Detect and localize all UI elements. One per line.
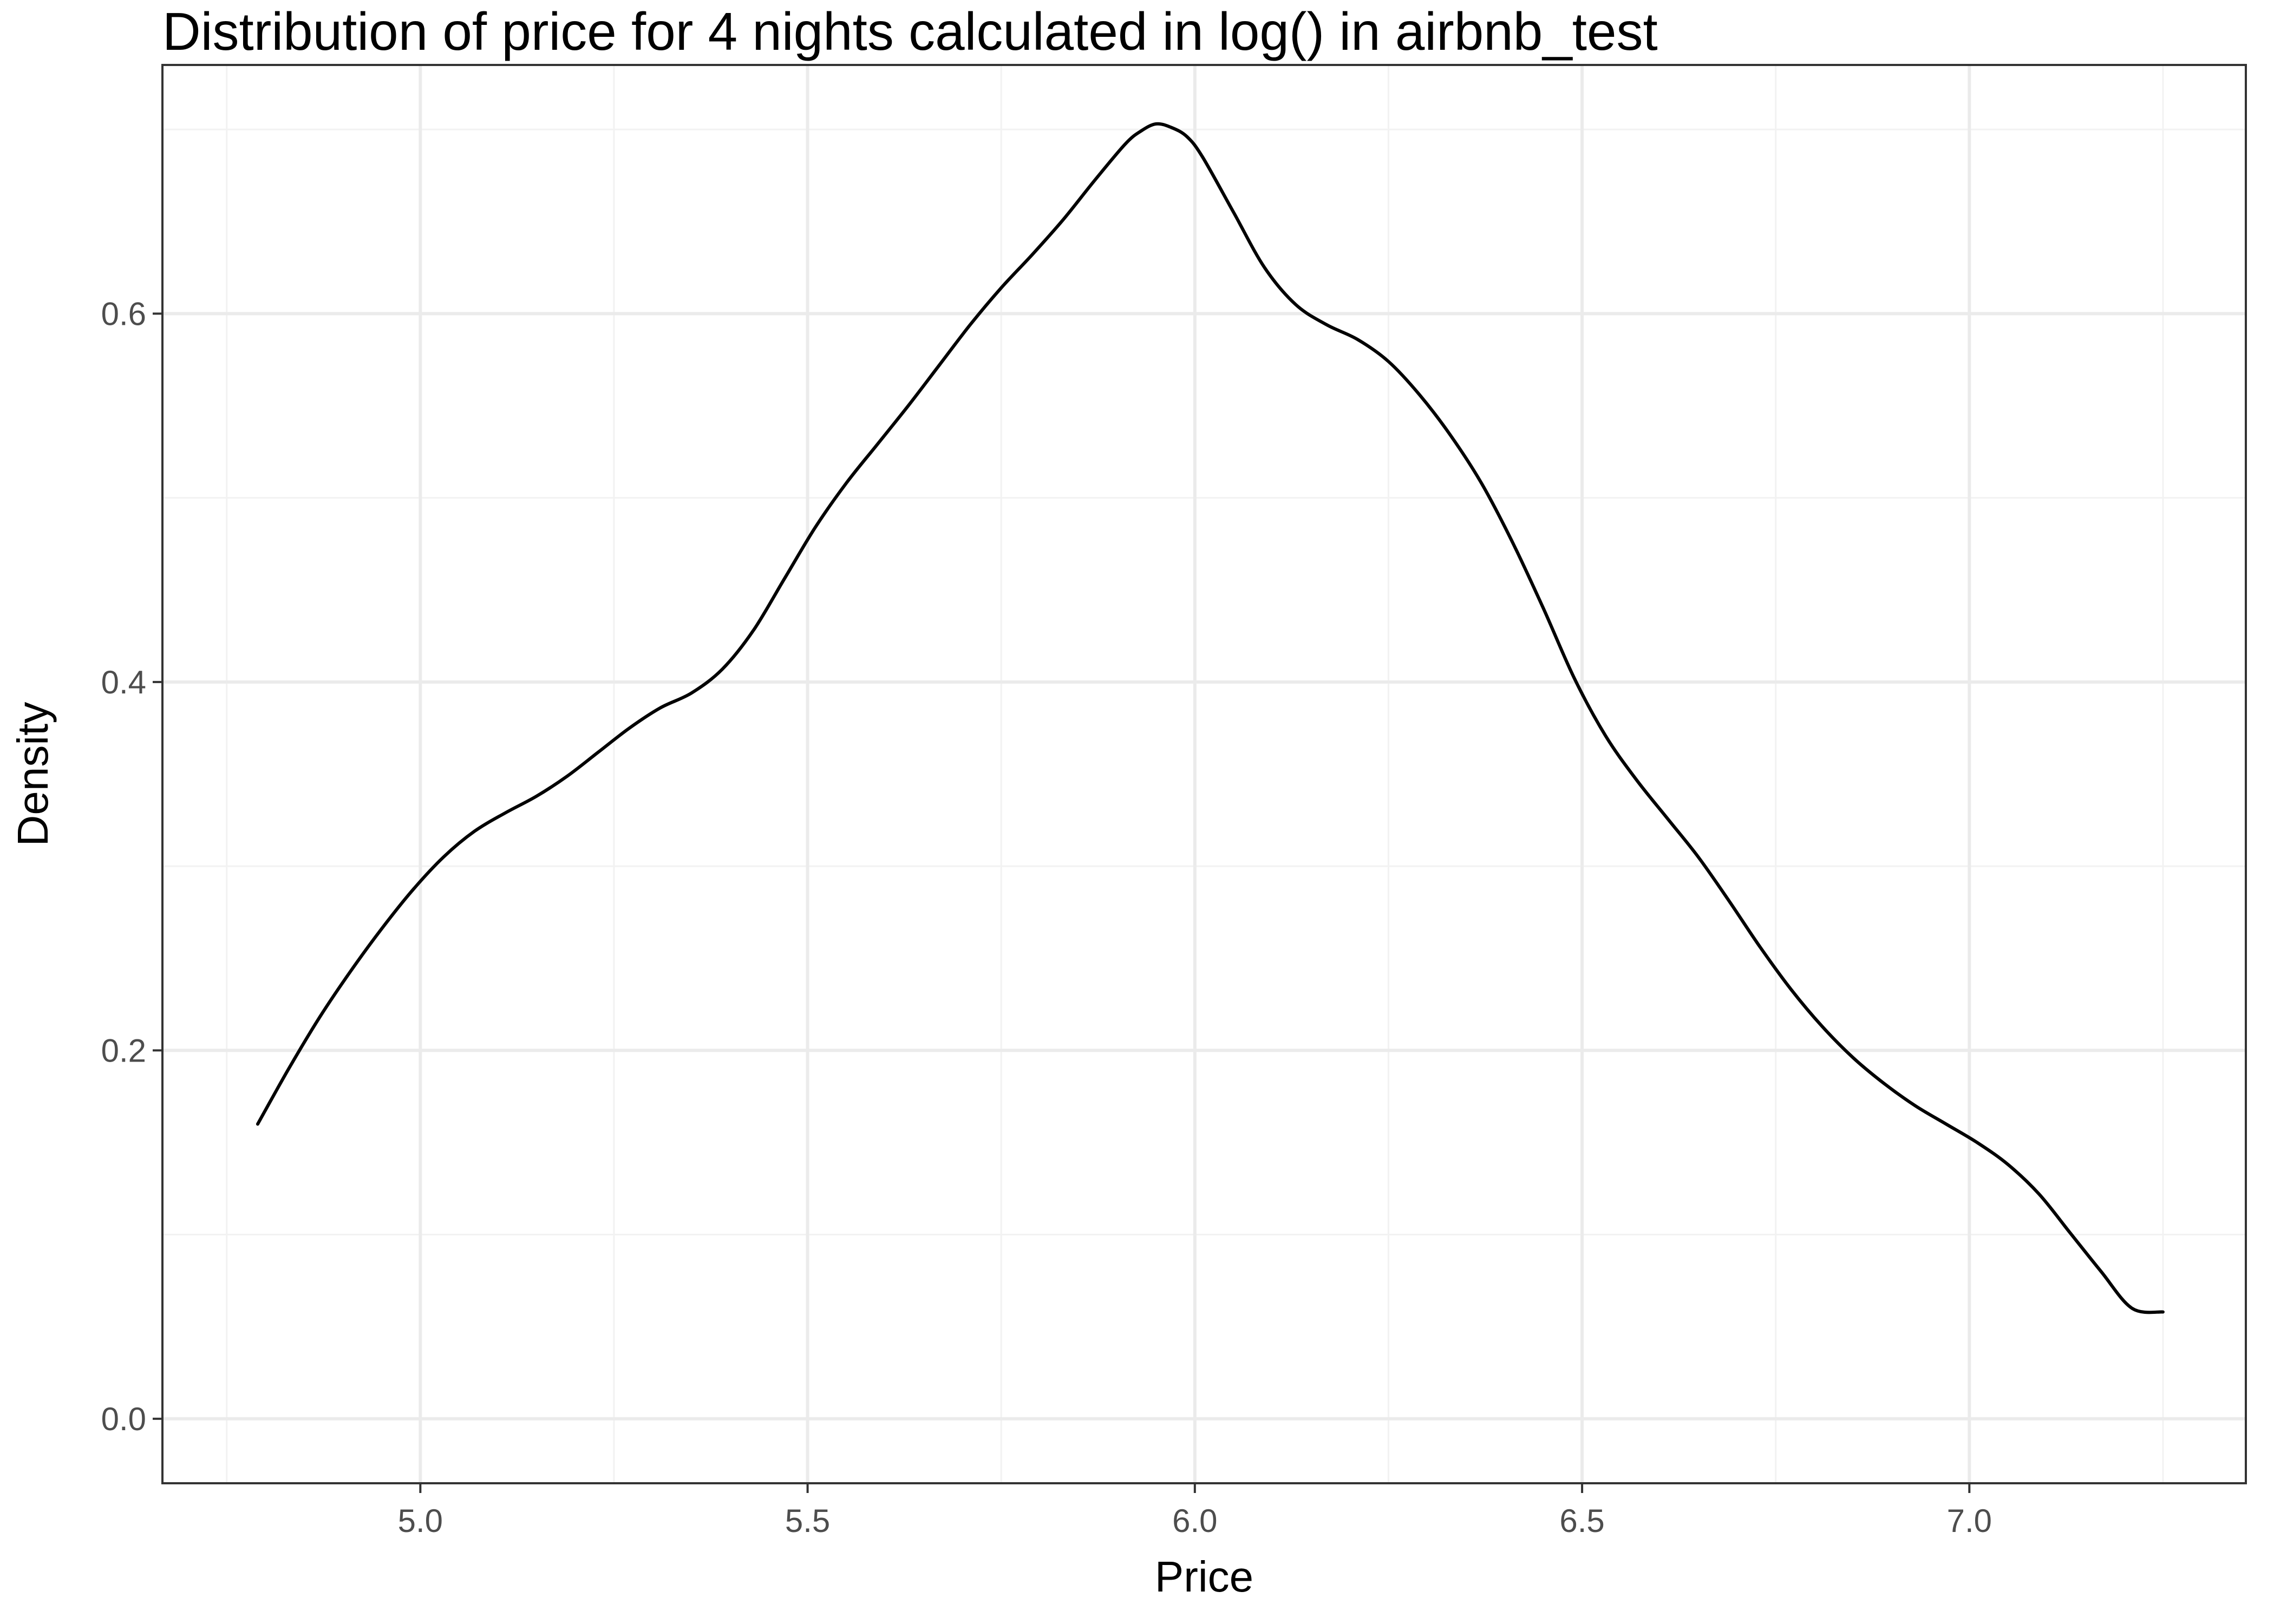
x-tick-label-4: 7.0 [1947, 1503, 1992, 1539]
density-line [256, 122, 2165, 1314]
y-axis: 0.0 0.2 0.4 0.6 [101, 296, 162, 1437]
y-tick-label-0: 0.0 [101, 1401, 146, 1437]
x-axis: 5.0 5.5 6.0 6.5 7.0 [398, 1483, 1992, 1539]
x-tick-label-3: 6.5 [1559, 1503, 1604, 1539]
density-series [256, 122, 2165, 1314]
x-axis-title: Price [1155, 1553, 1253, 1601]
y-tick-label-2: 0.4 [101, 664, 146, 700]
chart-title: Distribution of price for 4 nights calcu… [162, 2, 1658, 61]
panel-border [161, 64, 2247, 1484]
grid-layer [162, 65, 2246, 1483]
y-axis-title: Density [9, 702, 57, 847]
x-tick-label-1: 5.5 [785, 1503, 830, 1539]
y-tick-label-3: 0.6 [101, 296, 146, 332]
x-tick-label-2: 6.0 [1172, 1503, 1217, 1539]
y-tick-label-1: 0.2 [101, 1032, 146, 1069]
x-tick-label-0: 5.0 [398, 1503, 443, 1539]
